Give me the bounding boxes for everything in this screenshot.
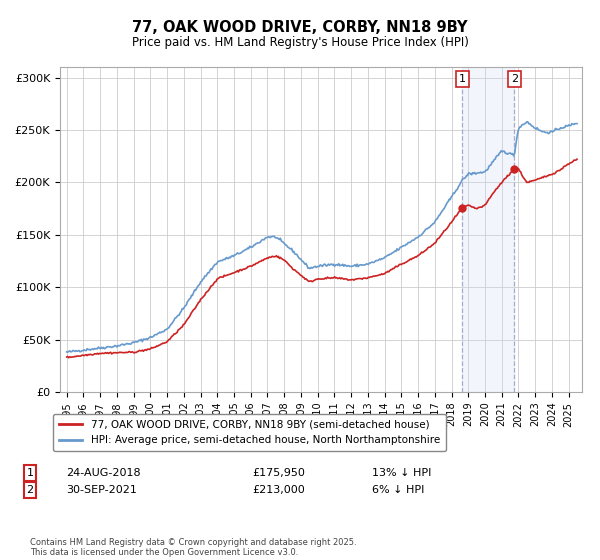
Text: 24-AUG-2018: 24-AUG-2018 bbox=[66, 468, 140, 478]
Legend: 77, OAK WOOD DRIVE, CORBY, NN18 9BY (semi-detached house), HPI: Average price, s: 77, OAK WOOD DRIVE, CORBY, NN18 9BY (sem… bbox=[53, 414, 446, 451]
Text: 1: 1 bbox=[459, 74, 466, 84]
Text: 13% ↓ HPI: 13% ↓ HPI bbox=[372, 468, 431, 478]
Text: 77, OAK WOOD DRIVE, CORBY, NN18 9BY: 77, OAK WOOD DRIVE, CORBY, NN18 9BY bbox=[132, 20, 468, 35]
Text: £175,950: £175,950 bbox=[252, 468, 305, 478]
Text: 2: 2 bbox=[511, 74, 518, 84]
Text: Price paid vs. HM Land Registry's House Price Index (HPI): Price paid vs. HM Land Registry's House … bbox=[131, 36, 469, 49]
Text: 2: 2 bbox=[26, 485, 34, 495]
Text: 6% ↓ HPI: 6% ↓ HPI bbox=[372, 485, 424, 495]
Text: 1: 1 bbox=[26, 468, 34, 478]
Text: Contains HM Land Registry data © Crown copyright and database right 2025.
This d: Contains HM Land Registry data © Crown c… bbox=[30, 538, 356, 557]
Text: 30-SEP-2021: 30-SEP-2021 bbox=[66, 485, 137, 495]
Bar bbox=[463, 67, 514, 392]
Text: £213,000: £213,000 bbox=[252, 485, 305, 495]
